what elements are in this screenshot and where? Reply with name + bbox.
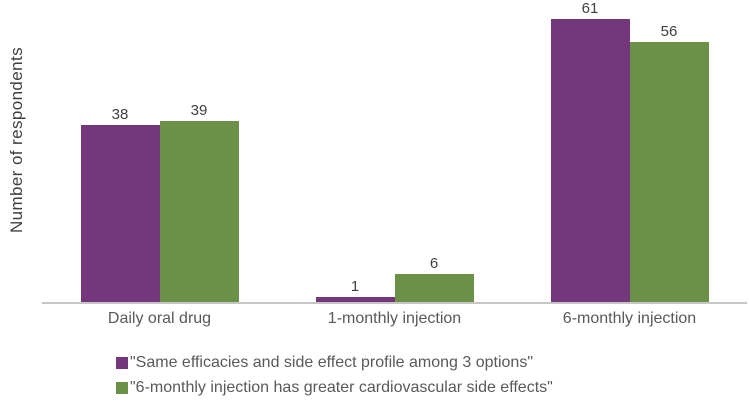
bar-group-3: 61 56 (512, 0, 747, 302)
bar-value-label: 6 (429, 255, 439, 273)
x-axis-label-2: 1-monthly injection (327, 310, 462, 327)
bar-series1-cat3: 61 (550, 0, 630, 302)
bar-value-label: 39 (190, 101, 208, 119)
x-axis-label-3: 6-monthly injection (562, 310, 697, 327)
bar-series2-cat1: 39 (159, 102, 239, 302)
legend-item-2: "6-monthly injection has greater cardiov… (116, 378, 553, 398)
x-axis-labels: Daily oral drug 1-monthly injection 6-mont… (42, 310, 747, 328)
bar-series1-cat2: 1 (315, 278, 395, 302)
legend-swatch-icon (116, 357, 128, 369)
bar-series1-cat1: 38 (80, 106, 160, 302)
legend: "Same efficacies and side effect profile… (116, 353, 553, 398)
bar-value-label: 61 (581, 0, 599, 17)
legend-label: "Same efficacies and side effect profile… (130, 354, 534, 371)
plot-area: 38 39 1 6 61 56 (42, 0, 747, 304)
y-axis-label: Number of respondents (7, 46, 26, 234)
bar-value-label: 38 (111, 106, 129, 124)
bar-series2-cat2: 6 (394, 255, 474, 302)
bar-group-1: 38 39 (42, 0, 277, 302)
legend-label: "6-monthly injection has greater cardiov… (130, 379, 553, 396)
bar-value-label: 1 (350, 278, 360, 296)
x-axis-label-1: Daily oral drug (107, 310, 212, 327)
bar-value-label: 56 (660, 22, 678, 40)
bar-series2-cat3: 56 (629, 23, 709, 302)
legend-swatch-icon (116, 382, 128, 394)
legend-item-1: "Same efficacies and side effect profile… (116, 353, 553, 373)
